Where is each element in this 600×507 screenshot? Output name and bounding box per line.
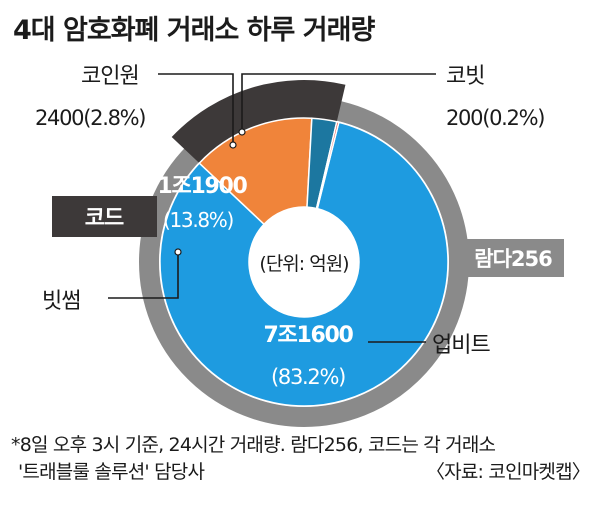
- chart-title: 4대 암호화폐 거래소 하루 거래량: [13, 15, 375, 46]
- bithumb-leader: [108, 252, 179, 299]
- upbit-percent-label: (83.2%): [271, 365, 345, 389]
- coinone-leader: [158, 73, 234, 145]
- coinone-dot: [229, 141, 237, 149]
- bithumb-percent-label: (13.8%): [163, 208, 234, 232]
- unit-label: (단위: 억원): [259, 253, 348, 275]
- donut-hole: [249, 207, 359, 317]
- korbit-leader: [241, 73, 436, 132]
- donut-slices: [159, 117, 449, 407]
- leader-lines: [108, 73, 436, 343]
- code-group-band: [171, 79, 346, 166]
- bithumb-value-label: 1조1900: [158, 174, 248, 199]
- source-note: 〈자료: 코인마켓캡〉: [426, 461, 590, 483]
- footnote-line-2: '트래블룰 솔루션' 담당사: [18, 461, 204, 483]
- korbit-dot: [238, 128, 246, 136]
- bithumb-dot: [174, 248, 182, 256]
- code-legend-label: 코드: [85, 206, 124, 231]
- upbit-name-label: 업비트: [432, 333, 490, 358]
- korbit-name-label: 코빗: [446, 64, 484, 89]
- bithumb-name-label: 빗썸: [42, 289, 80, 314]
- coinone-value-label: 2400(2.8%): [35, 106, 145, 130]
- coinone-name-label: 코인원: [81, 64, 139, 89]
- code-legend-box: [52, 196, 157, 237]
- lambda256-legend-label: 람다256: [474, 247, 552, 271]
- korbit-value-label: 200(0.2%): [446, 106, 544, 130]
- lambda256-legend-box: [462, 239, 564, 277]
- footnote-line-1: *8일 오후 3시 기준, 24시간 거래량. 람다256, 코드는 각 거래소: [11, 434, 496, 456]
- upbit-value-label: 7조1600: [264, 323, 354, 348]
